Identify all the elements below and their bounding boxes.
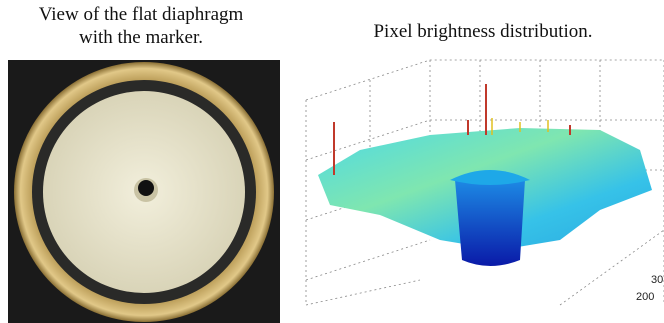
right-caption: Pixel brightness distribution.: [373, 21, 592, 42]
tick-label: 200: [636, 291, 654, 303]
figure: View of the flat diaphragm with the mark…: [0, 0, 664, 323]
left-caption-line: with the marker.: [79, 27, 203, 48]
surface-plot: 30 200: [306, 58, 664, 305]
tick-label: 30: [651, 274, 663, 286]
diaphragm-photo: [8, 60, 280, 323]
left-caption-line: View of the flat diaphragm: [39, 4, 244, 25]
